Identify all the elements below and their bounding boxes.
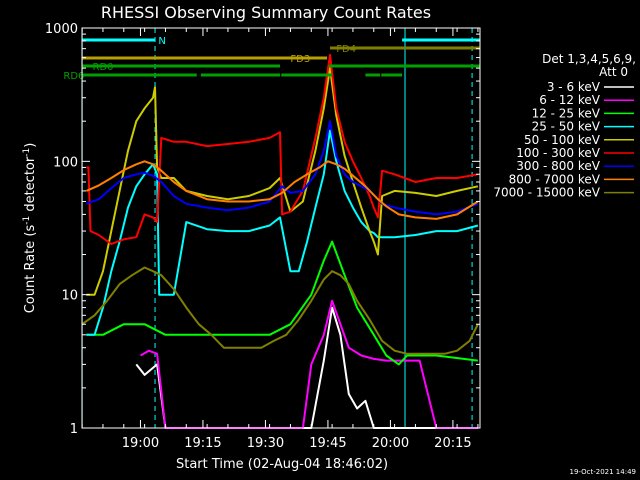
detectors-label: Det 1,3,4,5,6,9, (542, 52, 636, 66)
series-line (86, 67, 479, 296)
timestamp: 19-Oct-2021 14:49 (570, 468, 636, 476)
x-tick-label: 20:15 (434, 436, 471, 451)
series-line (86, 240, 479, 366)
legend-label: 800 - 7000 keV (509, 172, 601, 186)
series-line (85, 160, 479, 220)
x-tick-label: 19:30 (247, 436, 284, 451)
y-axis-label: Count Rate (s-1 detector-1) (22, 143, 38, 314)
x-tick-label: 19:15 (184, 436, 221, 451)
legend-label: 50 - 100 keV (524, 133, 601, 147)
flag-label: FD4 (336, 44, 356, 55)
y-tick-label: 1000 (45, 22, 78, 37)
series-line (86, 129, 479, 336)
flag-label: RD0 (93, 62, 114, 73)
attenuator-label: Att 0 (599, 65, 628, 79)
y-axis-label-part: detector (23, 156, 38, 216)
legend-label: 7000 - 15000 keV (493, 186, 600, 200)
y-axis-label-exponent: -1 (22, 216, 32, 225)
flag-label: FD3 (290, 54, 310, 65)
series-lines (81, 53, 479, 429)
series-line (86, 53, 479, 245)
flag-bars: N FD3 FD4 RD0 RD6 (63, 36, 480, 82)
y-tick-label: 100 (53, 155, 78, 170)
y-axis-label-part: Count Rate (s (23, 225, 38, 314)
legend-label: 6 - 12 keV (539, 93, 601, 107)
x-tick-label: 20:00 (372, 436, 409, 451)
legend-label: 25 - 50 keV (532, 120, 601, 134)
axis-ticks: 1 10 100 1000 19:00 19:15 19:30 19:45 20:00 20:15 (45, 22, 480, 451)
legend-label: 12 - 25 keV (532, 106, 601, 120)
plot-frame (81, 27, 481, 429)
legend-label: 3 - 6 keV (547, 80, 601, 94)
y-tick-label: 1 (70, 422, 78, 437)
x-tick-label: 19:45 (309, 436, 346, 451)
x-tick-label: 19:00 (122, 436, 159, 451)
y-axis-label-exponent: -1 (22, 148, 32, 157)
chart-title: RHESSI Observing Summary Count Rates (101, 3, 431, 22)
legend-label: 100 - 300 keV (516, 146, 600, 160)
flag-label: RD6 (63, 71, 84, 82)
x-axis-label: Start Time (02-Aug-04 18:46:02) (176, 457, 388, 472)
flag-label: N (158, 36, 165, 47)
legend-label: 300 - 800 keV (516, 159, 600, 173)
series-line (81, 266, 479, 355)
y-tick-label: 10 (61, 289, 78, 304)
y-axis-label-part: ) (23, 143, 38, 148)
